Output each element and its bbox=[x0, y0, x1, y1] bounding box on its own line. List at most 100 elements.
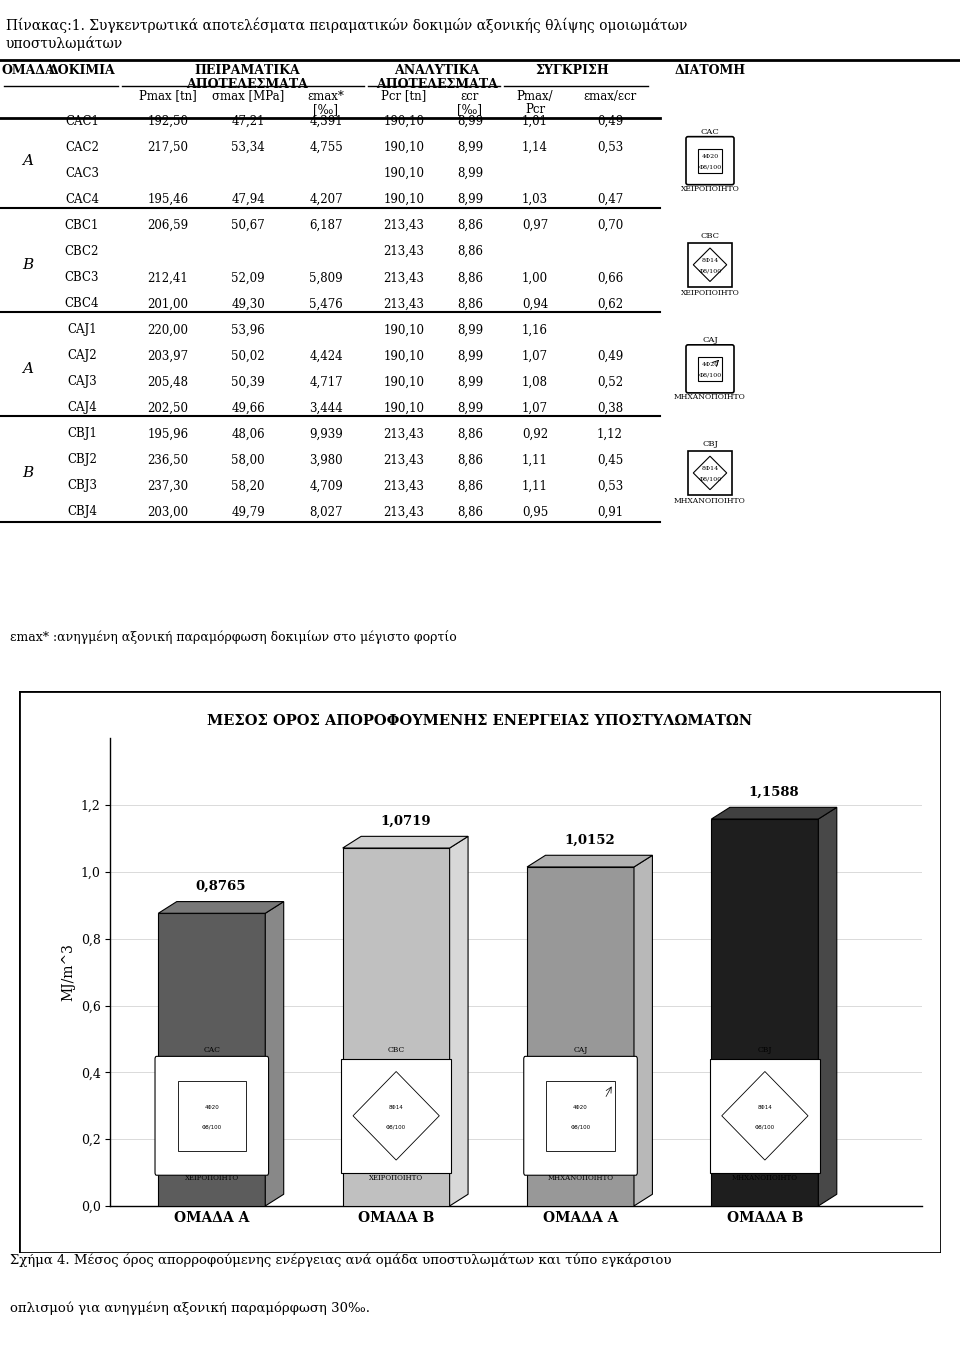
Bar bbox=[527, 867, 634, 1206]
Text: 8,86: 8,86 bbox=[457, 297, 483, 310]
Text: 1,14: 1,14 bbox=[522, 141, 548, 154]
Text: 213,43: 213,43 bbox=[383, 505, 424, 519]
Text: 8,86: 8,86 bbox=[457, 271, 483, 285]
Text: 217,50: 217,50 bbox=[148, 141, 188, 154]
Text: 48,06: 48,06 bbox=[231, 427, 265, 440]
Text: 0,49: 0,49 bbox=[597, 115, 623, 129]
Text: 213,43: 213,43 bbox=[383, 297, 424, 310]
Text: 1,16: 1,16 bbox=[522, 324, 548, 336]
Text: 190,10: 190,10 bbox=[383, 401, 424, 415]
Text: ΑΝΑ ΚΑΤΗΓΟΡΙΑ ΚΑΙ ΤΥΠΟ: ΑΝΑ ΚΑΤΗΓΟΡΙΑ ΚΑΙ ΤΥΠΟ bbox=[365, 753, 595, 767]
Bar bbox=[341, 1060, 451, 1172]
Text: 1,12: 1,12 bbox=[597, 427, 623, 440]
Text: 213,43: 213,43 bbox=[383, 480, 424, 492]
Bar bbox=[698, 149, 722, 173]
Text: CAJ3: CAJ3 bbox=[67, 375, 97, 389]
Text: 1,0719: 1,0719 bbox=[380, 814, 431, 828]
Text: 8,86: 8,86 bbox=[457, 427, 483, 440]
Text: εcr: εcr bbox=[461, 89, 479, 103]
Text: σmax [MPa]: σmax [MPa] bbox=[212, 89, 284, 103]
Text: 8Φ14: 8Φ14 bbox=[389, 1104, 403, 1110]
Text: 1,07: 1,07 bbox=[522, 350, 548, 362]
Text: 4,207: 4,207 bbox=[309, 194, 343, 206]
Text: CAJ4: CAJ4 bbox=[67, 401, 97, 415]
Text: 1,03: 1,03 bbox=[522, 194, 548, 206]
Text: 190,10: 190,10 bbox=[383, 324, 424, 336]
Text: [‰]: [‰] bbox=[458, 103, 483, 115]
Text: 4,755: 4,755 bbox=[309, 141, 343, 154]
Text: 8,86: 8,86 bbox=[457, 245, 483, 259]
Text: ΜΗΧΑΝΟΠΟΙΗΤΟ: ΜΗΧΑΝΟΠΟΙΗΤΟ bbox=[547, 1175, 613, 1182]
Text: 49,30: 49,30 bbox=[231, 297, 265, 310]
Text: 8,99: 8,99 bbox=[457, 350, 483, 362]
Text: CBJ: CBJ bbox=[702, 440, 718, 449]
FancyBboxPatch shape bbox=[155, 1057, 269, 1175]
Polygon shape bbox=[343, 836, 468, 848]
Text: Φ8/100: Φ8/100 bbox=[698, 373, 722, 377]
Text: εmax/εcr: εmax/εcr bbox=[584, 89, 636, 103]
Text: 8,027: 8,027 bbox=[309, 505, 343, 519]
Text: 0,49: 0,49 bbox=[597, 350, 623, 362]
Text: 0,38: 0,38 bbox=[597, 401, 623, 415]
Text: ΔΟΚΙΜΙΑ: ΔΟΚΙΜΙΑ bbox=[49, 64, 115, 77]
Bar bbox=[178, 1080, 246, 1150]
Text: 8,99: 8,99 bbox=[457, 141, 483, 154]
Text: 213,43: 213,43 bbox=[383, 271, 424, 285]
Text: 206,59: 206,59 bbox=[148, 220, 188, 232]
Text: CBC4: CBC4 bbox=[64, 297, 99, 310]
Text: εmax* :ανηγμένη αξονική παραμόρφωση δοκιμίων στο μέγιστο φορτίο: εmax* :ανηγμένη αξονική παραμόρφωση δοκι… bbox=[10, 630, 456, 644]
Text: 0,53: 0,53 bbox=[597, 480, 623, 492]
Text: Β: Β bbox=[22, 466, 34, 480]
Polygon shape bbox=[634, 855, 653, 1206]
Text: 4,391: 4,391 bbox=[309, 115, 343, 129]
Text: 0,95: 0,95 bbox=[522, 505, 548, 519]
Text: 190,10: 190,10 bbox=[383, 141, 424, 154]
Text: CAJ: CAJ bbox=[702, 336, 718, 344]
Text: ΠΕΙΡΑΜΑΤΙΚΑ: ΠΕΙΡΑΜΑΤΙΚΑ bbox=[194, 64, 300, 77]
Text: 213,43: 213,43 bbox=[383, 245, 424, 259]
Text: 3,444: 3,444 bbox=[309, 401, 343, 415]
Text: 0,45: 0,45 bbox=[597, 454, 623, 466]
Text: CBC: CBC bbox=[701, 232, 719, 240]
Text: 49,66: 49,66 bbox=[231, 401, 265, 415]
Text: 4Φ20: 4Φ20 bbox=[702, 362, 719, 367]
Text: 0,52: 0,52 bbox=[597, 375, 623, 389]
Text: CAJ1: CAJ1 bbox=[67, 324, 97, 336]
Text: Φ8/100: Φ8/100 bbox=[570, 1125, 590, 1130]
Text: 202,50: 202,50 bbox=[148, 401, 188, 415]
Bar bbox=[711, 818, 818, 1206]
Text: 213,43: 213,43 bbox=[383, 454, 424, 466]
Polygon shape bbox=[353, 1072, 440, 1160]
Text: 8,86: 8,86 bbox=[457, 220, 483, 232]
Polygon shape bbox=[711, 808, 837, 818]
Text: 9,939: 9,939 bbox=[309, 427, 343, 440]
Text: CAJ: CAJ bbox=[573, 1046, 588, 1054]
Text: 58,20: 58,20 bbox=[231, 480, 265, 492]
Bar bbox=[688, 243, 732, 287]
Text: 4Φ20: 4Φ20 bbox=[573, 1104, 588, 1110]
Text: 195,96: 195,96 bbox=[148, 427, 188, 440]
Text: ΜΗΧΑΝΟΠΟΙΗΤΟ: ΜΗΧΑΝΟΠΟΙΗΤΟ bbox=[732, 1175, 798, 1182]
Text: 50,39: 50,39 bbox=[231, 375, 265, 389]
Bar bbox=[698, 356, 722, 381]
Text: 53,96: 53,96 bbox=[231, 324, 265, 336]
Y-axis label: MJ/m^3: MJ/m^3 bbox=[61, 943, 75, 1001]
Text: 0,47: 0,47 bbox=[597, 194, 623, 206]
Polygon shape bbox=[527, 855, 653, 867]
Text: 47,21: 47,21 bbox=[231, 115, 265, 129]
FancyBboxPatch shape bbox=[524, 1057, 637, 1175]
Text: CAC: CAC bbox=[204, 1046, 220, 1054]
Text: 58,00: 58,00 bbox=[231, 454, 265, 466]
Text: 1,11: 1,11 bbox=[522, 480, 548, 492]
Text: 212,41: 212,41 bbox=[148, 271, 188, 285]
Text: Φ8/100: Φ8/100 bbox=[698, 477, 722, 481]
Text: 50,67: 50,67 bbox=[231, 220, 265, 232]
Text: 8Φ14: 8Φ14 bbox=[757, 1104, 772, 1110]
Text: 3,980: 3,980 bbox=[309, 454, 343, 466]
Text: 8,99: 8,99 bbox=[457, 194, 483, 206]
Text: Φ8/100: Φ8/100 bbox=[386, 1125, 406, 1130]
Text: 50,02: 50,02 bbox=[231, 350, 265, 362]
Text: 4Φ20: 4Φ20 bbox=[702, 154, 719, 159]
Bar bbox=[158, 913, 265, 1206]
Text: 213,43: 213,43 bbox=[383, 220, 424, 232]
